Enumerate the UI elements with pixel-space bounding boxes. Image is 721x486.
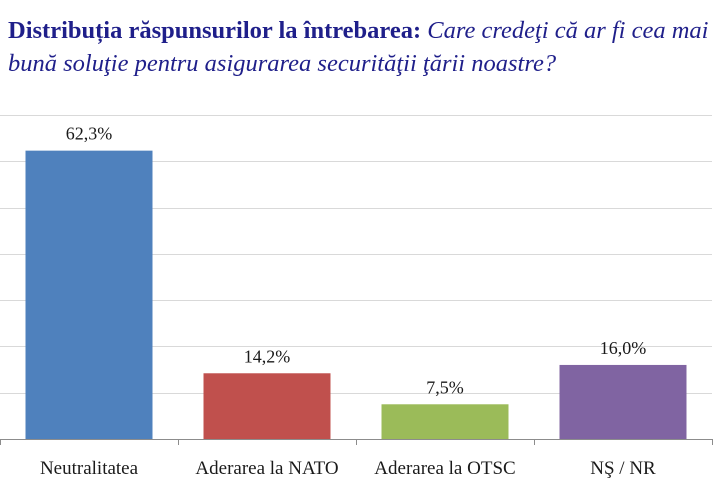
chart-title-bold: Distribuția răspunsurilor la întrebarea: <box>8 17 428 44</box>
category-label: Aderarea la NATO <box>195 458 338 479</box>
labels: 62,3% Neutralitatea 14,2% Aderarea la NATO 7… <box>40 124 656 479</box>
data-label: 7,5% <box>426 377 464 397</box>
data-label: 16,0% <box>600 338 647 358</box>
data-label: 14,2% <box>244 346 291 366</box>
bar <box>381 404 509 439</box>
data-label: 62,3% <box>66 124 113 144</box>
bars <box>25 150 687 439</box>
category-label: Aderarea la OTSC <box>374 458 515 479</box>
bar <box>203 373 331 439</box>
chart-title: Distribuția răspunsurilor la întrebarea:… <box>8 14 716 80</box>
chart-title-question: Care credeţi că ar fi cea mai bună soluţ… <box>8 17 709 77</box>
category-label: NŞ / NR <box>590 458 656 479</box>
bar <box>559 364 687 439</box>
bar <box>25 150 153 439</box>
category-label: Neutralitatea <box>40 458 139 479</box>
